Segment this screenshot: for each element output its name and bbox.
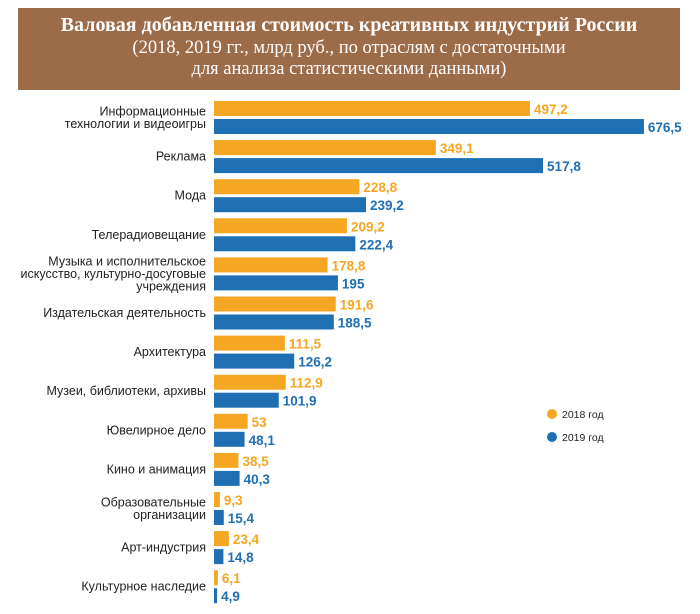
- bar-2019-3: [214, 236, 356, 252]
- bar-2018-6: [214, 335, 285, 351]
- bar-2019-9: [214, 470, 240, 486]
- bar-2019-6: [214, 353, 295, 369]
- category-label-4-line-2: учреждения: [136, 279, 206, 293]
- value-label-2019-11: 14,8: [227, 550, 254, 565]
- bar-2018-8: [214, 413, 248, 429]
- value-label-2018-10: 9,3: [224, 493, 243, 508]
- bar-2019-12: [214, 588, 218, 604]
- bar-2018-5: [214, 296, 336, 312]
- value-label-2019-7: 101,9: [283, 394, 317, 409]
- bar-2019-10: [214, 510, 224, 525]
- bar-2018-10: [214, 492, 220, 507]
- bar-2018-11: [214, 531, 229, 547]
- category-label-4-line-1: искусство, культурно-досуговые: [21, 267, 207, 281]
- bar-2019-1: [214, 158, 544, 174]
- category-label-6-line-0: Архитектура: [134, 345, 206, 359]
- bar-2018-4: [214, 257, 328, 273]
- category-label-7-line-0: Музеи, библиотеки, архивы: [46, 384, 206, 398]
- bar-2018-2: [214, 179, 360, 195]
- value-label-2019-1: 517,8: [547, 159, 581, 174]
- legend-label-2019: 2019 год: [562, 432, 604, 444]
- category-label-0-line-1: технологии и видеоигры: [65, 117, 206, 131]
- value-label-2018-11: 23,4: [233, 532, 260, 547]
- value-label-2018-9: 38,5: [242, 454, 269, 469]
- chart-title: Валовая добавленная стоимость креативных…: [60, 14, 638, 36]
- bar-2019-7: [214, 392, 279, 408]
- value-label-2018-2: 228,8: [363, 180, 397, 195]
- value-label-2018-7: 112,9: [290, 376, 323, 391]
- value-label-2018-8: 53: [252, 415, 268, 430]
- value-label-2019-2: 239,2: [370, 198, 404, 213]
- category-label-0-line-0: Информационные: [100, 104, 207, 118]
- category-label-12-line-0: Культурное наследие: [81, 580, 206, 594]
- value-label-2019-0: 676,5: [648, 120, 682, 135]
- legend-marker-2018: [547, 409, 557, 419]
- bar-2018-1: [214, 140, 436, 156]
- chart-subtitle-line-1: (2018, 2019 гг., млрд руб., по отраслям …: [132, 38, 566, 58]
- chart-subtitle-line-2: для анализа статистическими данными): [191, 59, 507, 79]
- value-label-2019-3: 222,4: [359, 237, 393, 252]
- bar-2019-11: [214, 549, 224, 565]
- value-label-2018-1: 349,1: [440, 141, 474, 156]
- value-label-2019-12: 4,9: [221, 589, 240, 604]
- category-label-10-line-1: организации: [133, 508, 206, 522]
- bar-2019-8: [214, 431, 245, 447]
- bar-2018-12: [214, 570, 218, 586]
- bar-2018-7: [214, 374, 286, 390]
- value-label-2019-9: 40,3: [244, 472, 271, 487]
- value-label-2019-5: 188,5: [338, 316, 372, 331]
- category-label-2-line-0: Мода: [175, 189, 207, 203]
- bar-2019-0: [214, 119, 644, 134]
- bar-2018-0: [214, 101, 530, 116]
- category-label-3-line-0: Телерадиовещание: [92, 228, 206, 242]
- category-label-5-line-0: Издательская деятельность: [43, 306, 206, 320]
- value-label-2018-12: 6,1: [222, 571, 241, 586]
- value-label-2018-0: 497,2: [534, 102, 568, 117]
- value-label-2019-10: 15,4: [228, 511, 255, 526]
- category-label-9-line-0: Кино и анимация: [107, 462, 206, 476]
- value-label-2019-6: 126,2: [298, 355, 332, 370]
- category-label-1-line-0: Реклама: [156, 150, 206, 164]
- value-label-2018-3: 209,2: [351, 219, 385, 234]
- category-label-4-line-0: Музыка и исполнительское: [48, 254, 206, 268]
- bar-2018-3: [214, 218, 347, 234]
- category-label-11-line-0: Арт-индустрия: [121, 541, 206, 555]
- bar-2018-9: [214, 452, 239, 468]
- value-label-2019-8: 48,1: [249, 433, 276, 448]
- category-label-10-line-0: Образовательные: [101, 495, 206, 509]
- value-label-2018-5: 191,6: [340, 298, 374, 313]
- value-label-2019-4: 195: [342, 276, 365, 291]
- bar-2019-2: [214, 197, 367, 213]
- chart-header: Валовая добавленная стоимость креативных…: [18, 8, 680, 90]
- legend-marker-2019: [547, 432, 557, 442]
- value-label-2018-4: 178,8: [332, 258, 366, 273]
- legend-label-2018: 2018 год: [562, 409, 604, 421]
- bar-2019-5: [214, 314, 334, 330]
- bar-2019-4: [214, 275, 338, 291]
- category-label-8-line-0: Ювелирное дело: [107, 423, 206, 437]
- value-label-2018-6: 111,5: [289, 337, 322, 352]
